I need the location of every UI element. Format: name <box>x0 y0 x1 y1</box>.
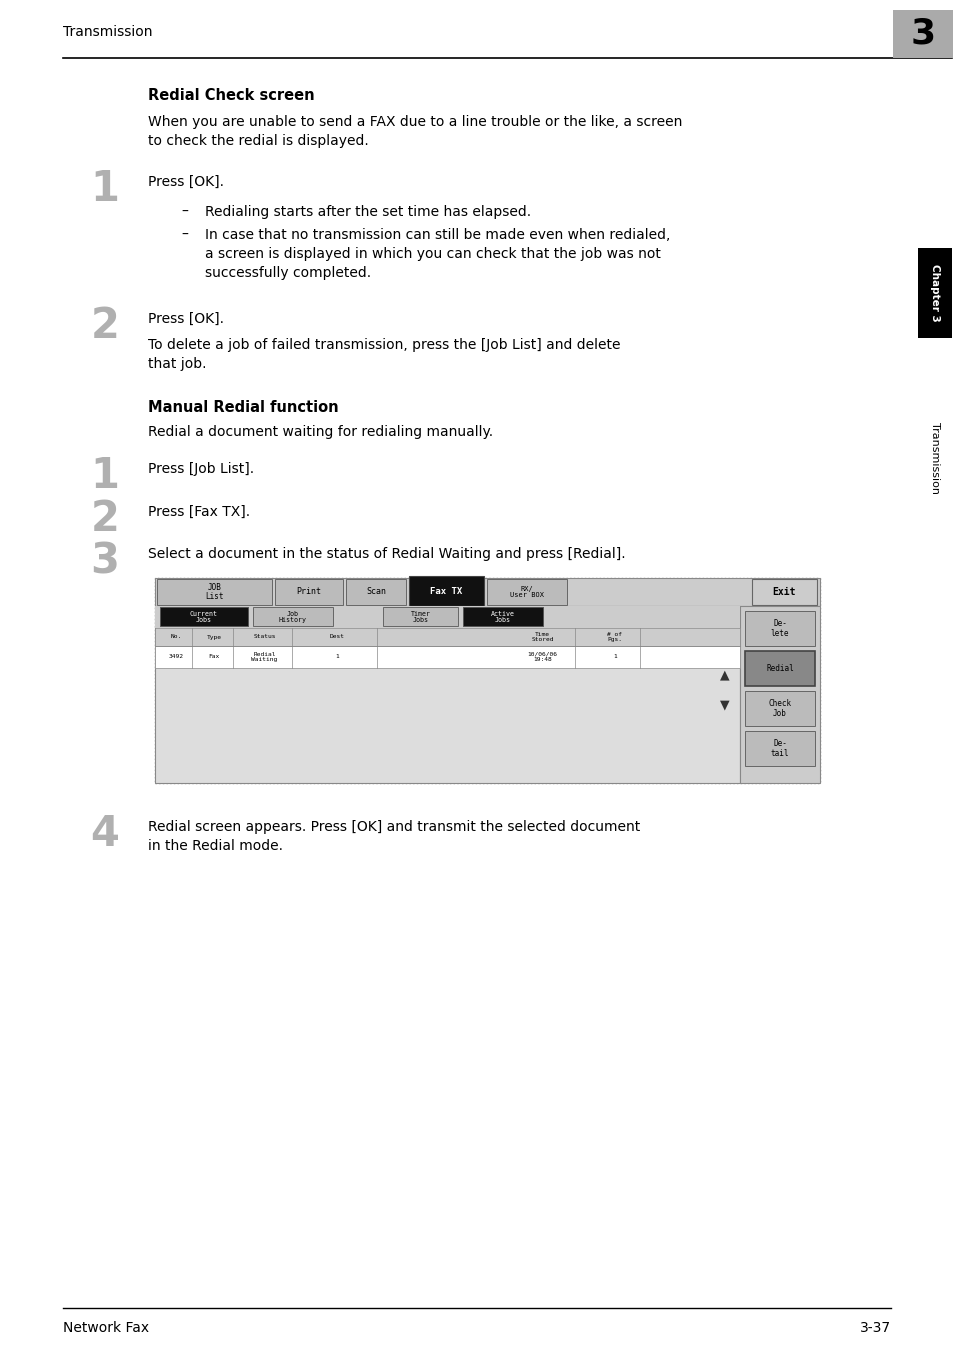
Text: Exit: Exit <box>772 587 796 598</box>
Text: 10/06/06
19:48: 10/06/06 19:48 <box>527 652 557 662</box>
Text: Check
Job: Check Job <box>767 699 791 718</box>
Bar <box>744 652 814 685</box>
Text: Chapter 3: Chapter 3 <box>929 264 939 322</box>
Text: 1: 1 <box>613 654 617 660</box>
Text: Print: Print <box>296 588 321 596</box>
Bar <box>740 606 820 783</box>
Bar <box>892 9 953 58</box>
Text: Redial
Waiting: Redial Waiting <box>251 652 277 662</box>
Bar <box>157 579 272 604</box>
Text: –: – <box>181 228 189 242</box>
Text: Active
Jobs: Active Jobs <box>491 611 515 623</box>
Bar <box>154 646 740 668</box>
Bar <box>744 611 814 646</box>
Bar <box>154 627 740 646</box>
Text: To delete a job of failed transmission, press the [Job List] and delete
that job: To delete a job of failed transmission, … <box>148 338 619 370</box>
Text: Time
Stored: Time Stored <box>531 631 553 642</box>
Text: Press [OK].: Press [OK]. <box>148 312 224 326</box>
Text: Dest: Dest <box>329 634 344 639</box>
Bar <box>462 607 542 626</box>
Text: 1: 1 <box>91 456 119 498</box>
Text: De-
lete: De- lete <box>770 619 788 638</box>
Bar <box>917 247 951 338</box>
Text: Redial a document waiting for redialing manually.: Redial a document waiting for redialing … <box>148 425 493 439</box>
Text: Redial: Redial <box>765 664 793 673</box>
Text: ▲: ▲ <box>720 668 729 681</box>
Text: Job
History: Job History <box>278 611 307 623</box>
Text: Press [Job List].: Press [Job List]. <box>148 462 253 476</box>
Bar <box>154 606 740 627</box>
Bar <box>744 731 814 767</box>
Text: 1: 1 <box>335 654 338 660</box>
Text: JOB
List: JOB List <box>205 583 224 602</box>
Bar <box>744 691 814 726</box>
Text: Redialing starts after the set time has elapsed.: Redialing starts after the set time has … <box>205 206 531 219</box>
Bar <box>154 606 740 783</box>
Text: Transmission: Transmission <box>929 422 939 493</box>
Bar <box>253 607 333 626</box>
Text: Fax TX: Fax TX <box>430 587 462 595</box>
Text: No.: No. <box>171 634 181 639</box>
Text: 3: 3 <box>91 539 119 581</box>
Text: When you are unable to send a FAX due to a line trouble or the like, a screen
to: When you are unable to send a FAX due to… <box>148 115 681 147</box>
Text: 4: 4 <box>91 813 119 854</box>
Text: Current
Jobs: Current Jobs <box>190 611 218 623</box>
Text: # of
Pgs.: # of Pgs. <box>607 631 622 642</box>
Text: Redial screen appears. Press [OK] and transmit the selected document
in the Redi: Redial screen appears. Press [OK] and tr… <box>148 821 639 853</box>
Text: Type: Type <box>206 634 221 639</box>
Text: Fax: Fax <box>208 654 219 660</box>
Text: Transmission: Transmission <box>63 24 152 39</box>
Text: 3: 3 <box>910 18 935 51</box>
Bar <box>160 607 248 626</box>
Text: ▼: ▼ <box>720 698 729 711</box>
Bar <box>154 579 820 606</box>
Text: 2: 2 <box>91 306 119 347</box>
Text: Press [Fax TX].: Press [Fax TX]. <box>148 506 250 519</box>
Bar <box>274 579 343 604</box>
Text: 2: 2 <box>91 498 119 539</box>
Text: Status: Status <box>253 634 275 639</box>
Bar <box>154 579 820 783</box>
Text: –: – <box>181 206 189 219</box>
Text: Scan: Scan <box>366 588 386 596</box>
Bar <box>346 579 406 604</box>
Text: Manual Redial function: Manual Redial function <box>148 400 338 415</box>
Bar <box>409 576 483 606</box>
Text: In case that no transmission can still be made even when redialed,
a screen is d: In case that no transmission can still b… <box>205 228 670 280</box>
Text: 3-37: 3-37 <box>859 1321 890 1334</box>
Bar <box>486 579 566 604</box>
Text: Press [OK].: Press [OK]. <box>148 174 224 189</box>
Text: RX/
User BOX: RX/ User BOX <box>510 585 543 598</box>
Bar <box>751 579 816 604</box>
Text: Network Fax: Network Fax <box>63 1321 149 1334</box>
Text: Select a document in the status of Redial Waiting and press [Redial].: Select a document in the status of Redia… <box>148 548 625 561</box>
Text: De-
tail: De- tail <box>770 738 788 758</box>
Text: Redial Check screen: Redial Check screen <box>148 88 314 103</box>
Text: 1: 1 <box>91 168 119 210</box>
Text: Timer
Jobs: Timer Jobs <box>410 611 430 623</box>
Text: 3492: 3492 <box>169 654 183 660</box>
Bar <box>382 607 457 626</box>
